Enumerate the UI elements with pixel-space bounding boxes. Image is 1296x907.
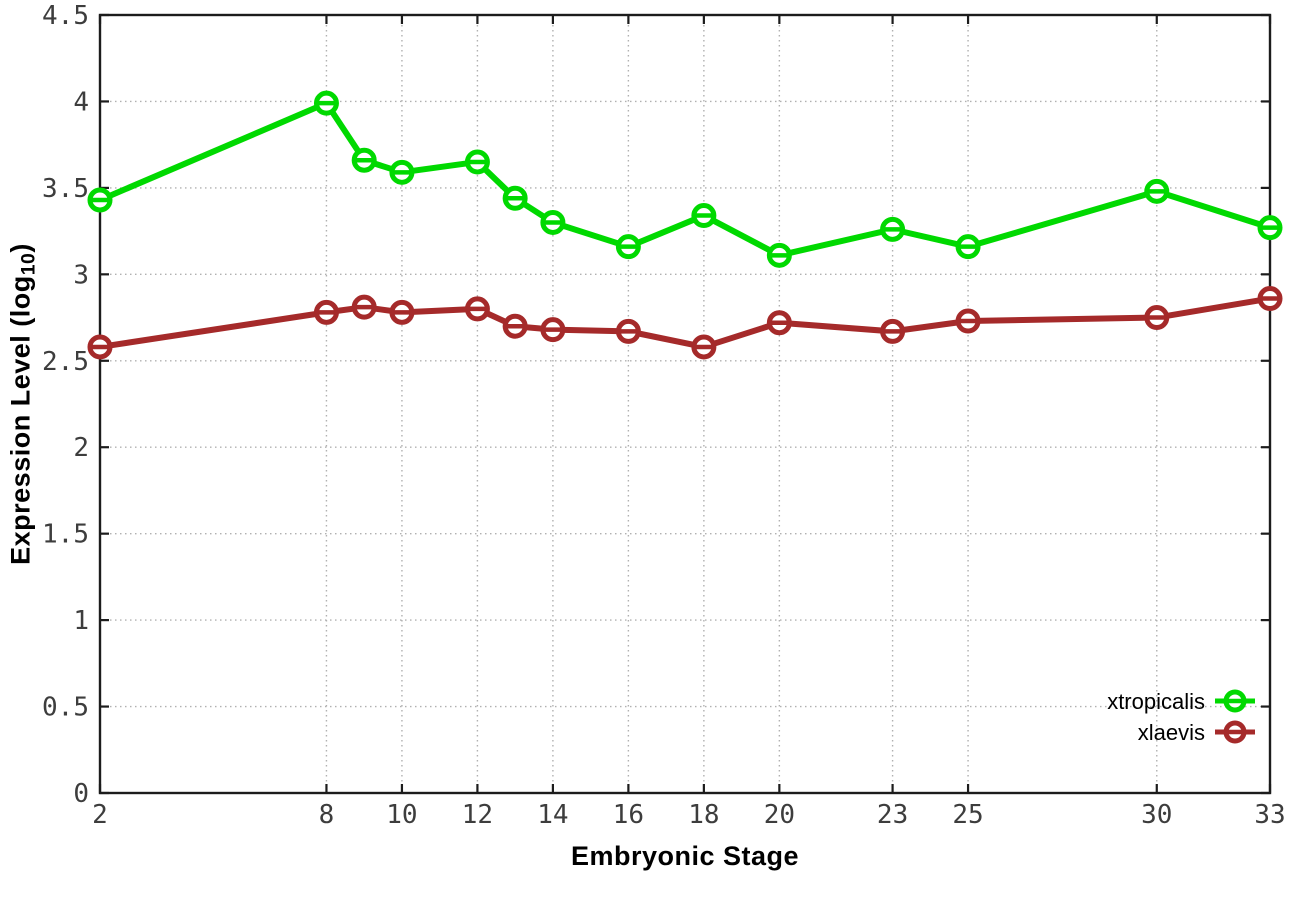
x-tick-label: 12 [462,800,493,830]
y-tick-label: 2.5 [42,347,89,377]
legend-sample-line-icon [1215,689,1255,713]
x-tick-label: 10 [386,800,417,830]
y-tick-label: 1.5 [42,520,89,550]
plot-border [98,13,1272,795]
y-axis-title-subscript: 10 [17,252,40,276]
y-axis-title-text: Expression Level (log [5,275,36,565]
legend-label-xtropicalis: xtropicalis [1107,688,1205,714]
x-tick-label: 23 [877,800,908,830]
y-tick-label: 3 [73,260,89,290]
x-tick-label: 8 [319,800,335,830]
series-line-xlaevis [97,295,1273,350]
x-tick-label: 14 [537,800,568,830]
legend-sample-line-icon [1215,720,1255,744]
x-tick-label: 16 [613,800,644,830]
x-tick-label: 33 [1254,800,1285,830]
legend: xtropicalis xlaevis [1107,687,1256,746]
y-tick-label: 0 [73,779,89,809]
x-axis-title: Embryonic Stage [570,841,800,871]
y-tick-label: 3.5 [42,174,89,204]
x-tick-label: 20 [764,800,795,830]
y-tick-label: 4 [73,87,89,117]
x-tick-label: 25 [952,800,983,830]
x-tick-label: 2 [92,800,108,830]
y-tick-label: 1 [73,606,89,636]
x-tick-label: 18 [688,800,719,830]
y-tick-label: 0.5 [42,693,89,723]
legend-entry-xlaevis: xlaevis [1138,718,1256,746]
legend-label-xlaevis: xlaevis [1137,719,1205,745]
y-axis-title-suffix: ) [5,243,36,253]
series-line-xtropicalis [97,100,1273,259]
y-tick-label: 4.5 [42,1,89,31]
y-tick-label: 2 [73,433,89,463]
y-axis-title: Expression Level (log10) [5,243,40,565]
x-tick-label: 30 [1141,800,1172,830]
legend-entry-xtropicalis: xtropicalis [1107,687,1256,715]
